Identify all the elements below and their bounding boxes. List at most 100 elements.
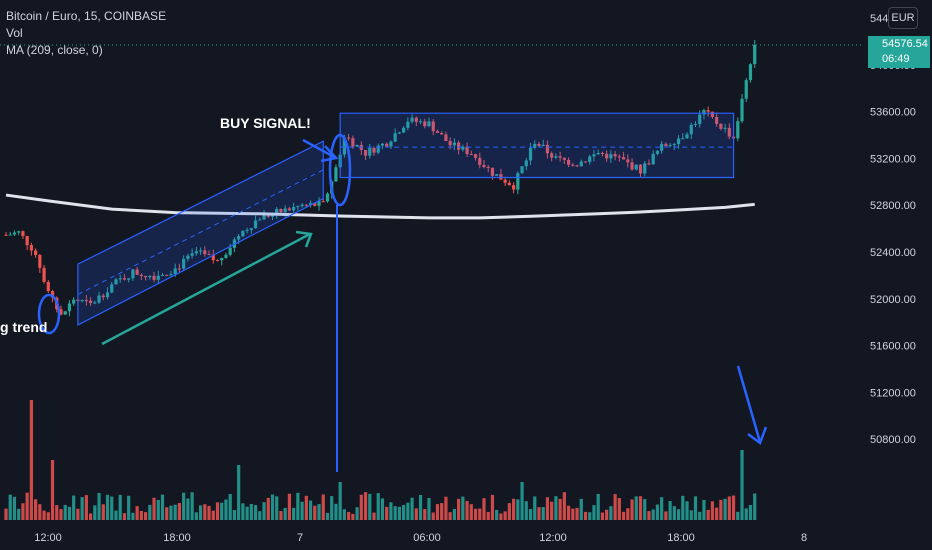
candle-body <box>8 234 12 236</box>
volume-bar <box>385 506 389 520</box>
candle-body <box>182 258 186 269</box>
candle-body <box>325 193 330 202</box>
volume-bar <box>600 512 605 520</box>
volume-bar <box>237 465 241 520</box>
volume-bar <box>4 508 8 520</box>
volume-bar <box>448 512 452 520</box>
volume-label[interactable]: Vol <box>6 26 23 40</box>
candle-body <box>321 201 325 203</box>
volume-bar <box>330 496 334 520</box>
volume-bar <box>8 494 12 520</box>
candle-body <box>706 110 710 112</box>
symbol-title[interactable]: Bitcoin / Euro, 15, COINBASE <box>6 9 167 23</box>
volume-bar <box>317 504 321 520</box>
candle-body <box>279 208 283 213</box>
volume-bar <box>135 506 139 520</box>
candle-body <box>4 234 8 236</box>
candle-body <box>698 114 702 124</box>
volume-bar <box>101 504 105 520</box>
volume-bar <box>321 494 325 520</box>
candle-body <box>38 254 42 268</box>
candle-body <box>232 239 237 248</box>
candle-body <box>215 260 220 262</box>
volume-bar <box>279 511 283 520</box>
time-axis[interactable]: 12:00 18:00 7 06:00 12:00 18:00 8 <box>34 532 807 544</box>
chart-legend: Bitcoin / Euro, 15, COINBASE Vol MA (209… <box>6 8 166 59</box>
candle-body <box>253 220 258 229</box>
volume-bar <box>169 505 173 520</box>
volume-bar <box>550 501 554 520</box>
candle-body <box>660 143 664 151</box>
volume-bars <box>4 400 757 520</box>
candle-body <box>672 144 676 146</box>
volume-bar <box>655 504 660 520</box>
candle-body <box>262 214 266 220</box>
candle-body <box>355 144 359 147</box>
candle-body <box>194 251 198 254</box>
candle-body <box>592 154 596 157</box>
volume-bar <box>351 513 355 520</box>
candle-body <box>237 236 241 240</box>
volume-bar <box>626 508 630 520</box>
candle-body <box>72 299 76 304</box>
volume-bar <box>596 493 600 520</box>
volume-bar <box>89 513 93 520</box>
candle-body <box>21 231 25 237</box>
candle-body <box>173 268 177 275</box>
candle-body <box>203 250 207 255</box>
candle-body <box>25 236 29 246</box>
volume-bar <box>397 506 401 520</box>
volume-bar <box>503 511 507 520</box>
candle-body <box>300 204 304 207</box>
candle-body <box>465 146 469 155</box>
candle-body <box>600 152 605 154</box>
volume-bar <box>583 511 588 520</box>
volume-bar <box>363 492 368 520</box>
candle-body <box>588 156 592 162</box>
price-axis[interactable]: 54400.0054000.0053600.0053200.0052800.00… <box>870 13 916 446</box>
volume-bar <box>702 499 706 520</box>
ma-label[interactable]: MA (209, close, 0) <box>6 43 103 57</box>
candle-body <box>431 121 435 132</box>
volume-bar <box>118 494 122 520</box>
candle-body <box>554 156 558 158</box>
candle-body <box>715 116 719 124</box>
volume-bar <box>194 512 198 520</box>
volume-bar <box>148 504 152 520</box>
volume-bar <box>452 508 456 520</box>
candle-body <box>224 254 228 258</box>
candle-body <box>287 208 292 211</box>
candle-body <box>634 164 638 170</box>
candle-body <box>448 141 452 146</box>
volume-bar <box>122 513 127 520</box>
candle-body <box>478 157 482 165</box>
volume-bar <box>406 502 410 520</box>
candle-body <box>626 159 630 163</box>
volume-bar <box>76 508 80 520</box>
candle-body <box>617 156 621 158</box>
candle-body <box>444 134 448 142</box>
volume-bar <box>143 512 148 520</box>
candle-body <box>609 154 613 159</box>
candle-body <box>46 281 50 292</box>
volume-bar <box>731 495 736 520</box>
candle-body <box>710 111 715 117</box>
candle-body <box>736 121 740 139</box>
volume-bar <box>461 496 465 520</box>
candle-body <box>389 141 393 147</box>
candle-body <box>643 163 647 174</box>
volume-bar <box>93 505 97 520</box>
volume-bar <box>59 509 63 520</box>
candle-body <box>220 257 224 261</box>
volume-bar <box>342 509 346 520</box>
currency-badge[interactable]: EUR <box>888 7 918 29</box>
volume-bar <box>182 492 186 520</box>
volume-bar <box>723 498 727 520</box>
volume-bar <box>545 497 550 520</box>
volume-bar <box>63 504 67 520</box>
candle-body <box>524 160 528 167</box>
candle-body <box>177 268 182 270</box>
candle-body <box>363 149 368 156</box>
candle-body <box>651 153 655 165</box>
